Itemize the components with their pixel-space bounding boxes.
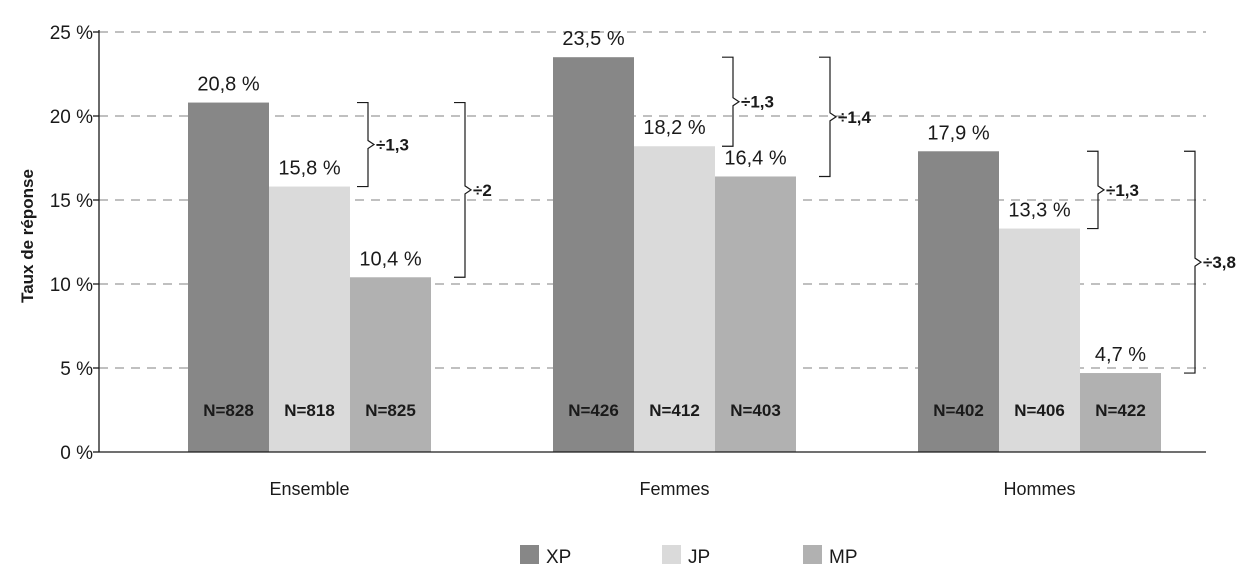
bar-mp	[350, 277, 431, 452]
y-tick-label: 20 %	[50, 107, 93, 128]
sample-size-labels: N=828 N=818 N=825 N=426 N=412 N=403 N=402 N=406…	[203, 401, 1146, 420]
y-tick-label: 25 %	[50, 23, 93, 44]
legend-label: MP	[829, 547, 858, 567]
ratio-label: ÷1,3	[1106, 181, 1139, 200]
bar-jp	[634, 146, 715, 453]
n-label: N=422	[1095, 401, 1146, 420]
n-label: N=825	[365, 401, 416, 420]
legend: XP JP MP	[520, 545, 858, 567]
ratio-label: ÷1,4	[838, 108, 872, 127]
n-label: N=818	[284, 401, 335, 420]
n-label: N=426	[568, 401, 619, 420]
ratio-brace	[819, 56, 838, 178]
y-tick-label: 0 %	[60, 443, 93, 464]
value-label: 13,3 %	[1008, 200, 1070, 222]
y-axis-label: Taux de réponse	[18, 169, 37, 303]
ratio-label: ÷1,3	[741, 93, 774, 112]
ratio-brace	[357, 101, 376, 188]
value-labels: 20,8 % 15,8 % 10,4 % 23,5 % 18,2 % 16,4 % 17,9…	[197, 28, 1146, 366]
value-label: 15,8 %	[278, 158, 340, 180]
n-label: N=412	[649, 401, 700, 420]
bar-xp	[188, 102, 269, 452]
legend-label: JP	[688, 547, 710, 567]
ratio-brace	[722, 56, 741, 147]
bar-mp	[715, 176, 796, 453]
n-label: N=403	[730, 401, 781, 420]
value-label: 23,5 %	[562, 28, 624, 50]
bar-jp	[999, 228, 1080, 452]
y-tick-label: 10 %	[50, 275, 93, 296]
y-tick-labels: 0 % 5 % 10 % 15 % 20 % 25 %	[50, 23, 99, 464]
category-labels: Ensemble Femmes Hommes	[269, 479, 1075, 499]
ratio-braces: ÷1,3 ÷2 ÷1,3 ÷1,4 ÷1,3 ÷3,8	[357, 56, 1236, 374]
category-label: Femmes	[639, 479, 709, 499]
category-label: Hommes	[1003, 479, 1075, 499]
value-label: 4,7 %	[1095, 344, 1146, 366]
n-label: N=828	[203, 401, 254, 420]
value-label: 20,8 %	[197, 74, 259, 96]
ratio-brace	[1087, 150, 1106, 230]
bar-xp	[553, 57, 634, 452]
legend-label: XP	[546, 547, 571, 567]
y-tick-label: 15 %	[50, 191, 93, 212]
value-label: 16,4 %	[724, 147, 786, 169]
bars	[188, 57, 1161, 453]
ratio-brace	[454, 101, 473, 278]
ratio-label: ÷1,3	[376, 136, 409, 155]
bar-jp	[269, 186, 350, 452]
value-label: 17,9 %	[927, 122, 989, 144]
bar-mp	[1080, 373, 1161, 452]
n-label: N=402	[933, 401, 984, 420]
legend-swatch-jp	[662, 545, 681, 564]
legend-swatch-xp	[520, 545, 539, 564]
ratio-label: ÷3,8	[1203, 253, 1236, 272]
value-label: 10,4 %	[359, 248, 421, 270]
axes	[98, 30, 1206, 453]
ratio-brace	[1184, 150, 1203, 374]
category-label: Ensemble	[269, 479, 349, 499]
legend-swatch-mp	[803, 545, 822, 564]
bar-xp	[918, 151, 999, 452]
n-label: N=406	[1014, 401, 1065, 420]
value-label: 18,2 %	[643, 117, 705, 139]
ratio-label: ÷2	[473, 181, 492, 200]
y-tick-label: 5 %	[60, 359, 93, 380]
